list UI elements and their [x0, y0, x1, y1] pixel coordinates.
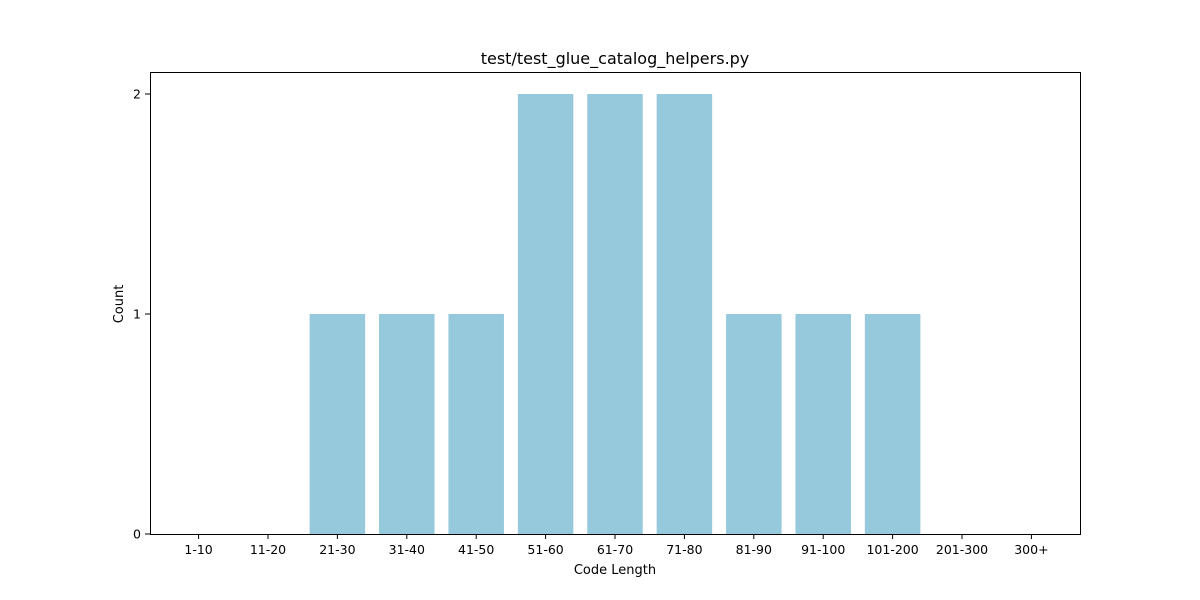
x-tick-label: 91-100: [801, 542, 845, 557]
x-tick-label: 21-30: [319, 542, 355, 557]
bar-31-40: [379, 314, 435, 534]
bars-group: [309, 94, 921, 534]
x-tick-label: 300+: [1014, 542, 1048, 557]
y-tick-label: 2: [133, 87, 141, 102]
bar-21-30: [309, 314, 366, 534]
x-axis: 1-10 11-20 21-30 31-40 41-50 51-60 61-70 71-80 8…: [184, 534, 1049, 557]
x-tick-label: 61-70: [597, 542, 633, 557]
bar-71-80: [656, 94, 713, 534]
x-tick-label: 31-40: [389, 542, 425, 557]
x-tick-label: 41-50: [458, 542, 494, 557]
bar-101-200: [864, 314, 921, 534]
bar-91-100: [795, 314, 851, 534]
x-tick-label: 1-10: [184, 542, 212, 557]
y-axis: 0 1 2: [133, 87, 150, 542]
x-axis-label: Code Length: [574, 563, 656, 578]
bar-51-60: [517, 94, 574, 534]
bar-81-90: [726, 314, 782, 534]
chart-title: test/test_glue_catalog_helpers.py: [481, 49, 750, 69]
x-tick-label: 81-90: [736, 542, 772, 557]
y-axis-label: Count: [112, 285, 127, 324]
x-tick-label: 11-20: [250, 542, 286, 557]
x-tick-label: 101-200: [866, 542, 918, 557]
x-tick-label: 71-80: [666, 542, 702, 557]
bar-41-50: [448, 314, 504, 534]
plot-frame: [150, 72, 1081, 535]
y-tick-label: 0: [133, 527, 141, 542]
x-tick-label: 201-300: [936, 542, 988, 557]
bar-61-70: [587, 94, 643, 534]
x-tick-label: 51-60: [527, 542, 563, 557]
y-tick-label: 1: [133, 307, 141, 322]
